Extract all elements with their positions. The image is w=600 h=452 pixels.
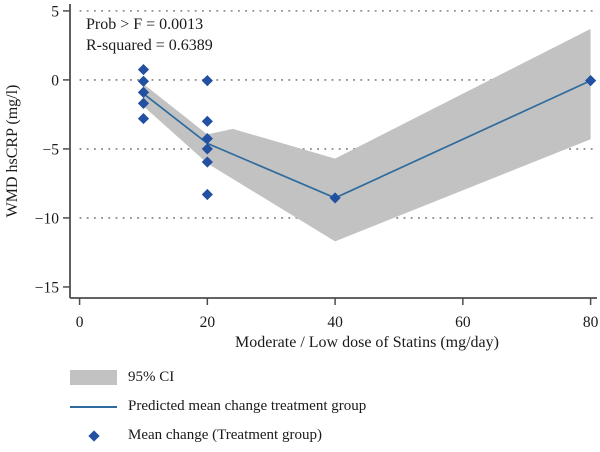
y-tick-label: 5	[51, 3, 59, 20]
data-point-diamond	[201, 115, 213, 127]
predicted-line-swatch	[70, 398, 117, 415]
prob-f-text: Prob > F = 0.0013	[86, 16, 204, 33]
ci-band	[143, 28, 591, 242]
data-point-diamond	[201, 75, 213, 87]
data-point-diamond	[329, 192, 341, 204]
legend: 95% CI Predicted mean change treatment g…	[70, 369, 366, 452]
data-point-diamond	[585, 75, 597, 87]
mean-change-diamond-swatch	[70, 427, 117, 444]
legend-item-label: Predicted mean change treatment group	[128, 398, 367, 414]
predicted-line	[142, 79, 591, 199]
y-tick-label: 0	[51, 72, 59, 89]
plot-area: 5 0 −5 −10 −15 0 20 40 60 80	[35, 3, 599, 331]
y-tick-label: −10	[35, 210, 59, 227]
data-point-diamond	[201, 143, 213, 155]
stats-annotation: Prob > F = 0.0013 R-squared = 0.6389	[86, 14, 213, 56]
legend-item-mean-change: Mean change (Treatment group)	[70, 427, 366, 444]
data-point-diamond	[201, 156, 213, 168]
legend-item-label: Mean change (Treatment group)	[128, 427, 322, 443]
y-axis-title: WMD hsCRP (mg/l)	[4, 84, 21, 218]
x-axis-title: Moderate / Low dose of Statins (mg/day)	[235, 334, 499, 351]
x-tick-label: 40	[327, 314, 343, 331]
data-point-diamond	[137, 112, 150, 125]
legend-item-label: 95% CI	[128, 369, 175, 385]
y-tick-label: −5	[43, 141, 60, 158]
data-point-diamond	[137, 86, 150, 98]
data-point-diamond	[201, 188, 213, 201]
legend-item-ci: 95% CI	[70, 369, 366, 386]
x-tick-label: 80	[583, 314, 599, 331]
data-point-diamond	[137, 63, 150, 76]
y-tick-label: −15	[35, 279, 59, 296]
data-point-diamond	[201, 132, 213, 145]
data-point-diamond	[137, 97, 150, 109]
data-point-diamond	[137, 75, 150, 87]
x-tick-label: 60	[455, 314, 471, 331]
ci-band-swatch	[70, 369, 117, 386]
x-tick-label: 20	[200, 314, 216, 331]
r-squared-text: R-squared = 0.6389	[86, 37, 213, 54]
legend-item-predicted-line: Predicted mean change treatment group	[70, 398, 366, 415]
x-tick-label: 0	[76, 314, 84, 331]
